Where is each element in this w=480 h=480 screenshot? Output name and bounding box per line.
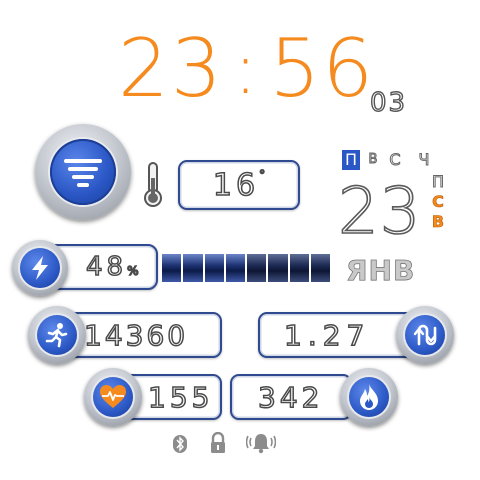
flame-icon: [360, 384, 378, 410]
weekday-column: П С В: [428, 172, 448, 232]
heart-rate-value: 155: [147, 380, 214, 415]
weekday-sun: В: [431, 212, 445, 232]
weather-fog-icon: [64, 159, 102, 187]
battery-level-bar: [162, 254, 330, 282]
battery-button[interactable]: [12, 240, 68, 296]
lock-icon: [211, 432, 225, 453]
battery-unit: %: [126, 263, 139, 279]
calories-button[interactable]: [340, 368, 398, 426]
time-hours: 23: [118, 22, 224, 115]
distance-button[interactable]: [396, 306, 454, 364]
running-icon: [45, 323, 68, 348]
battery-segment: [289, 254, 309, 282]
weekday-tue: В: [368, 152, 378, 168]
weather-button[interactable]: [35, 124, 131, 220]
digital-time: 23 : 56: [118, 22, 373, 115]
steps-box[interactable]: 14360: [56, 312, 222, 358]
battery-segment: [204, 254, 224, 282]
battery-segment: [310, 254, 330, 282]
calories-box[interactable]: 342: [230, 374, 352, 420]
alarm-bell-icon: [246, 434, 276, 454]
time-minutes: 56: [269, 22, 376, 115]
battery-percent: 48: [85, 251, 128, 283]
temperature-box[interactable]: 16°: [178, 160, 300, 210]
weekday-row-1: П В С Ч: [342, 150, 434, 170]
battery-segment: [225, 254, 245, 282]
weekday-wed: С: [389, 150, 401, 170]
battery-segment: [268, 254, 288, 282]
time-seconds: 03: [369, 87, 408, 118]
calendar-date: 23: [337, 175, 422, 249]
distance-value: 1.27: [283, 318, 371, 353]
steps-value: 14360: [83, 318, 189, 353]
calories-value: 342: [257, 380, 324, 415]
calendar-month: ЯНВ: [346, 254, 416, 288]
heart-rate-button[interactable]: [84, 368, 142, 426]
temperature-unit: °: [258, 167, 266, 183]
distance-box[interactable]: 1.27: [258, 312, 416, 358]
battery-segment: [162, 254, 182, 282]
steps-button[interactable]: [28, 306, 86, 364]
heart-rate-icon: [100, 385, 126, 408]
weekday-fri: П: [431, 172, 445, 192]
battery-segment: [183, 254, 203, 282]
lightning-icon: [32, 256, 48, 280]
time-separator: :: [233, 28, 260, 110]
temperature-value: 16: [212, 167, 260, 204]
weekday-sat: С: [432, 192, 444, 212]
thermometer-icon: [144, 162, 162, 207]
distance-arrows-icon: [413, 324, 437, 346]
battery-segment: [247, 254, 267, 282]
weekday-thu: Ч: [418, 150, 430, 170]
bluetooth-icon: [173, 435, 187, 453]
weekday-mon: П: [342, 150, 360, 170]
